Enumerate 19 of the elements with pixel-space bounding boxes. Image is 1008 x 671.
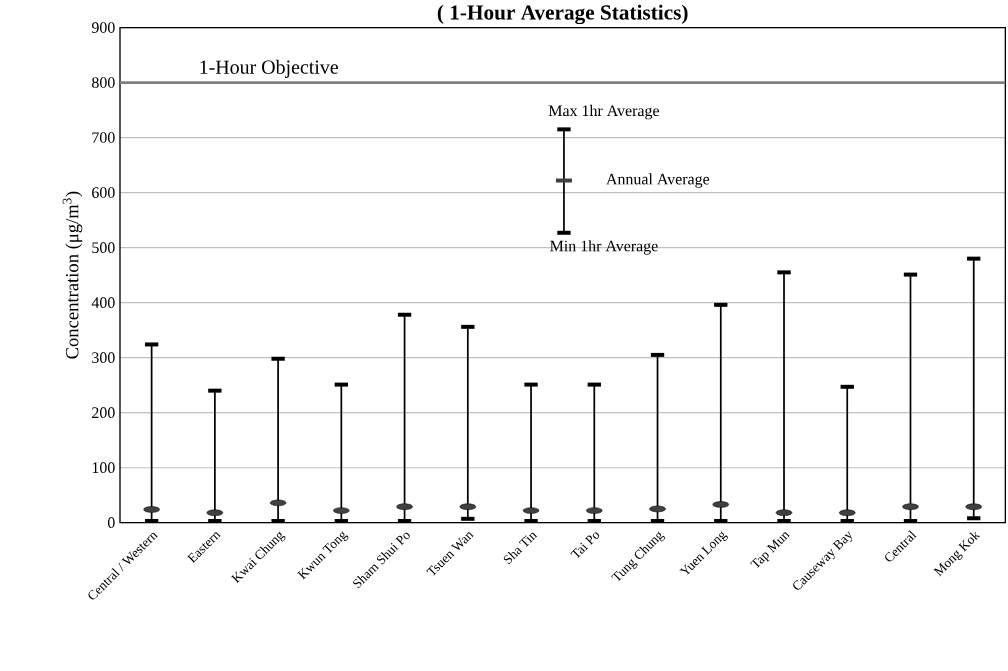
x-tick-label: Tap Mun — [750, 532, 790, 569]
y-axis-title: Concentration (μg/m$^{3}$) — [62, 191, 83, 359]
y-tick-label: 700 — [92, 132, 115, 143]
x-tick-label: Sha Tin — [503, 532, 538, 565]
y-tick-label: 0 — [107, 517, 115, 529]
ref-line-label: 1-Hour Objective — [200, 59, 338, 78]
annotation: Max 1hr Average — [548, 104, 660, 120]
y-tick-label: 100 — [92, 462, 115, 474]
y-tick-label: 200 — [92, 407, 115, 419]
annotation: Min 1hr Average — [550, 240, 658, 255]
y-tick-label: 500 — [92, 242, 115, 253]
y-tick-label: 300 — [92, 352, 115, 364]
y-tick-label: 800 — [92, 77, 115, 88]
y-tick-label: 900 — [91, 22, 115, 33]
legend-label: Annual Average — [606, 173, 710, 188]
chart-title: ( 1-Hour Average Statistics) — [437, 4, 688, 25]
y-tick-label: 400 — [91, 297, 115, 309]
x-tick-label: Tai Po — [570, 532, 600, 559]
y-tick-label: 600 — [92, 187, 115, 198]
